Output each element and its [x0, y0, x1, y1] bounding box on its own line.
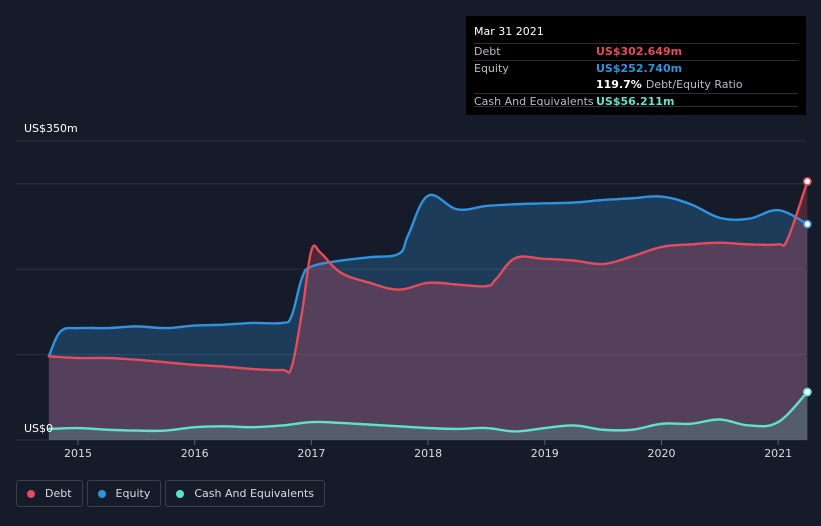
tooltip-equity-row: Equity US$252.740m: [474, 60, 798, 77]
y-axis-max-label: US$350m: [24, 122, 78, 135]
tooltip-ratio-row: 119.7% Debt/Equity Ratio: [474, 77, 798, 93]
cash-end-point[interactable]: [802, 387, 812, 397]
legend-cash-label: Cash And Equivalents: [194, 487, 314, 500]
debt-end-point[interactable]: [802, 177, 812, 186]
equity-line: [47, 193, 809, 358]
legend-equity-label: Equity: [115, 487, 151, 500]
tooltip-equity-value: US$252.740m: [596, 62, 683, 75]
x-tick-label: 2016: [181, 447, 209, 460]
axes: US$350m US$0 2015 2016 2017 2018 2019 2020 2021: [24, 122, 792, 460]
debt-line: [47, 180, 809, 374]
tooltip-cash-label: Cash And Equivalents: [474, 95, 594, 108]
tooltip-equity-label: Equity: [474, 62, 509, 75]
debt-dot-icon: [27, 489, 35, 498]
legend-toggle-cash[interactable]: Cash And Equivalents: [165, 480, 325, 507]
series-areas: [48, 181, 808, 440]
grid-lines: [16, 140, 805, 441]
tooltip-ratio-value: 119.7%: [596, 78, 642, 91]
x-tick-label: 2019: [531, 447, 559, 460]
legend-debt-label: Debt: [45, 487, 72, 500]
x-tick-label: 2020: [648, 447, 676, 460]
tooltip-cash-value: US$56.211m: [596, 95, 675, 108]
chart-legend: Debt Equity Cash And Equivalents: [16, 480, 329, 507]
equity-dot-icon: [97, 489, 106, 498]
tooltip-ratio-label: Debt/Equity Ratio: [645, 78, 743, 91]
tooltip-cash-row: Cash And Equivalents US$56.211m: [474, 93, 798, 110]
tooltip-debt-row: Debt US$302.649m: [474, 43, 798, 60]
data-tooltip: Mar 31 2021 Debt US$302.649m Equity US$2…: [466, 16, 806, 115]
debt-area: [48, 181, 808, 440]
end-markers: [802, 177, 812, 397]
x-tick-label: 2017: [297, 447, 325, 460]
equity-end-point[interactable]: [802, 219, 812, 229]
x-tick-label: 2015: [64, 447, 92, 460]
y-axis-min-label: US$0: [24, 422, 53, 435]
x-tick-label: 2021: [764, 447, 792, 460]
tooltip-date: Mar 31 2021: [474, 25, 544, 38]
legend-toggle-debt[interactable]: Debt: [16, 480, 83, 507]
x-tick-label: 2018: [414, 447, 442, 460]
tooltip-debt-label: Debt: [474, 45, 501, 58]
cash-line: [47, 390, 809, 433]
cash-dot-icon: [176, 489, 185, 498]
equity-area: [48, 194, 808, 440]
tooltip-divider: [474, 106, 798, 107]
series-lines: [47, 180, 809, 433]
legend-toggle-equity[interactable]: Equity: [86, 480, 162, 507]
tooltip-debt-value: US$302.649m: [596, 45, 683, 58]
